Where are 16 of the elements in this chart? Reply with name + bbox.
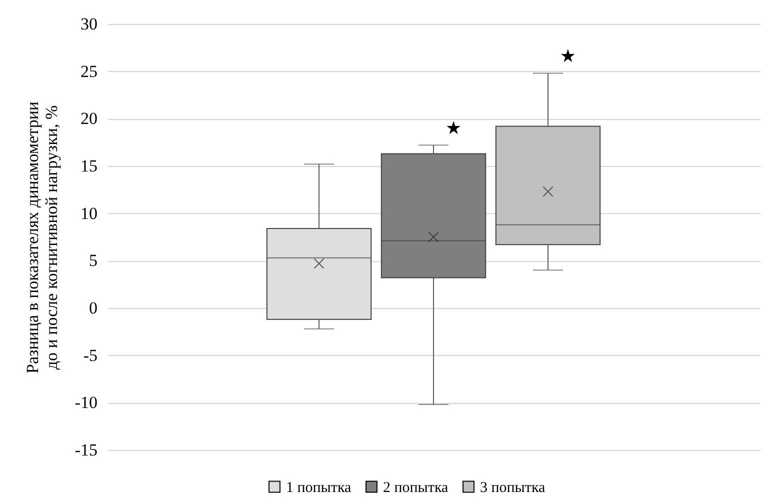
y-tick-label: 15 (80, 156, 98, 176)
legend-label: 2 попытка (383, 480, 448, 496)
legend-label: 3 попытка (480, 480, 546, 496)
y-tick-label: -15 (74, 440, 98, 460)
y-tick-label: 5 (89, 251, 98, 270)
annotation: ★ (445, 118, 462, 140)
y-tick-label: 25 (80, 62, 98, 81)
y-tick-label: 30 (80, 14, 98, 34)
y-tick-label: -10 (74, 393, 98, 412)
y-tick-label: 10 (80, 204, 98, 223)
annotation: ★ (560, 46, 576, 68)
legend-label: 1 попытка (286, 480, 352, 496)
y-tick-label: -5 (83, 346, 98, 365)
y-axis-title: Разница в показателях динамометрии до и после когнитивной нагрузки, % (22, 101, 61, 374)
y-tick-label: 0 (89, 298, 98, 318)
y-tick-label: 20 (80, 109, 98, 128)
